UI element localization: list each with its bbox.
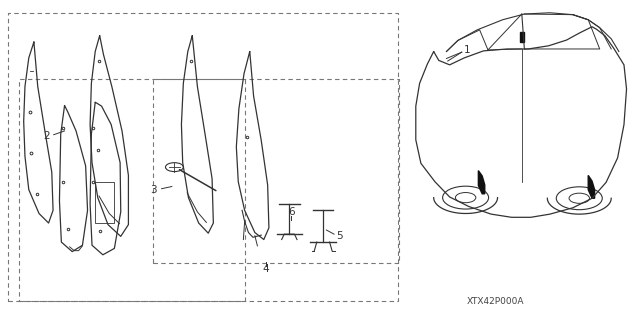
Text: 1: 1 xyxy=(463,45,470,55)
Polygon shape xyxy=(588,175,595,198)
Text: 6: 6 xyxy=(288,207,294,217)
Text: 4: 4 xyxy=(262,264,269,274)
Bar xyxy=(95,182,115,223)
Text: 3: 3 xyxy=(150,185,157,195)
Polygon shape xyxy=(520,33,524,42)
Text: XTX42P000A: XTX42P000A xyxy=(467,297,524,306)
Polygon shape xyxy=(478,171,484,194)
Text: 5: 5 xyxy=(336,231,342,241)
Text: 2: 2 xyxy=(44,131,50,141)
